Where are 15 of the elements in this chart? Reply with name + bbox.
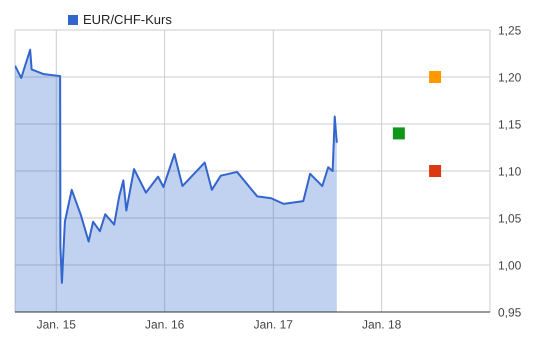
y-tick-label: 1,15 bbox=[498, 117, 522, 132]
point bbox=[429, 71, 442, 83]
y-tick-label: 1,10 bbox=[498, 164, 522, 178]
x-tick-label: Jan. 17 bbox=[254, 318, 294, 332]
point bbox=[392, 127, 405, 140]
y-tick-label: 1,25 bbox=[498, 23, 522, 38]
x-tick-label: Jan. 18 bbox=[362, 318, 402, 332]
y-tick-label: 1,20 bbox=[498, 70, 522, 84]
legend-label: EUR/CHF-Kurs bbox=[82, 12, 172, 27]
x-tick-label: Jan. 15 bbox=[36, 318, 76, 332]
y-tick-label: 0,95 bbox=[498, 305, 522, 320]
y-tick-label: 1,00 bbox=[498, 258, 522, 272]
point bbox=[429, 165, 442, 177]
x-tick-label: Jan. 16 bbox=[144, 318, 185, 332]
y-tick-label: 1,05 bbox=[498, 211, 522, 226]
